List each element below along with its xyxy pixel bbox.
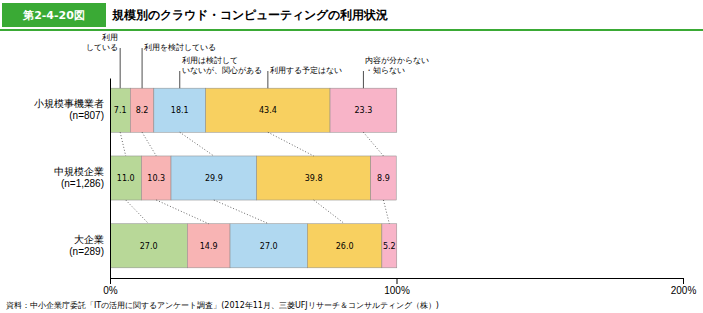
figure-number: 第2-4-20図 <box>22 9 85 22</box>
connector <box>156 200 208 224</box>
bar <box>110 88 130 132</box>
bar <box>206 88 330 132</box>
connector <box>120 132 126 156</box>
data-label: 26.0 <box>336 242 354 251</box>
bar <box>130 88 153 132</box>
connector <box>314 200 345 224</box>
figure-number-box <box>2 3 106 27</box>
connector <box>383 200 389 224</box>
data-label: 23.3 <box>355 106 373 115</box>
series-label: 利用は検討していないが、関心がある <box>182 56 262 75</box>
chart: 第2-4-20図 規模別のクラウド・コンピューティングの利用状況 7.1 11.0 27… <box>0 0 703 313</box>
data-label: 43.4 <box>259 106 277 115</box>
header: 第2-4-20図 規模別のクラウド・コンピューティングの利用状況 <box>0 3 703 31</box>
data-label: 8.9 <box>377 174 390 183</box>
y-tick-label: 大企業(n=289) <box>69 234 104 257</box>
data-label: 39.8 <box>305 174 323 183</box>
bar <box>187 224 230 268</box>
data-label: 29.9 <box>205 174 223 183</box>
connector <box>126 200 149 224</box>
bar <box>307 224 381 268</box>
leader-line <box>267 71 268 88</box>
bar <box>382 224 397 268</box>
bar <box>154 88 206 132</box>
y-tick: 大企業(n=289) <box>69 234 110 257</box>
data-labels: 7.1 11.0 27.0 8.2 10.3 14.9 18.1 29.9 27.0 43.4 39… <box>114 106 396 251</box>
bar <box>110 224 187 268</box>
x-tick: 200% <box>671 278 697 296</box>
bar <box>171 156 257 200</box>
leader-line <box>179 71 180 88</box>
bar <box>371 156 396 200</box>
bar <box>142 156 172 200</box>
data-label: 7.1 <box>114 106 127 115</box>
series-label: 内容が分からない・知らない <box>365 56 429 75</box>
data-label: 8.2 <box>136 106 149 115</box>
connector <box>180 132 214 156</box>
leader-line <box>363 71 364 88</box>
x-tick-mark <box>683 278 684 284</box>
connector <box>214 200 269 224</box>
bars <box>110 88 397 268</box>
bar <box>110 156 142 200</box>
connector <box>142 132 156 156</box>
x-tick: 0% <box>103 278 118 296</box>
data-label: 27.0 <box>260 242 278 251</box>
x-axis-line <box>111 279 684 285</box>
connector <box>268 132 314 156</box>
x-tick-mark <box>397 278 398 284</box>
x-tick-mark <box>110 278 111 284</box>
y-tick: 中規模企業(n=1,286) <box>54 166 110 189</box>
x-tick-label: 0% <box>103 285 118 296</box>
series-label: 利用を検討している <box>144 43 216 52</box>
data-label: 18.1 <box>171 106 189 115</box>
source: 資料：中小企業庁委託「ITの活用に関するアンケート調査」(2012年11月、三菱… <box>6 301 439 310</box>
y-tick-label: 小規模事機業者(n=807) <box>34 98 104 121</box>
x-tick-label: 100% <box>384 285 410 296</box>
series-label: 利用する予定はない <box>270 66 342 75</box>
x-axis: 0% 100% 200% <box>103 278 696 296</box>
y-tick-label: 中規模企業(n=1,286) <box>54 166 104 189</box>
x-tick-label: 200% <box>671 285 697 296</box>
data-label: 11.0 <box>117 174 135 183</box>
y-axis: 小規模事機業者(n=807) 中規模企業(n=1,286) 大企業(n=289) <box>34 79 111 279</box>
y-tick: 小規模事機業者(n=807) <box>34 98 110 121</box>
bar <box>257 156 371 200</box>
connector <box>363 132 383 156</box>
title: 規模別のクラウド・コンピューティングの利用状況 <box>111 8 388 22</box>
series-labels: 利用している利用を検討している利用は検討していないが、関心がある利用する予定はな… <box>86 33 429 88</box>
series <box>330 88 397 268</box>
data-label: 5.2 <box>383 242 396 251</box>
data-label: 10.3 <box>147 174 165 183</box>
data-label: 14.9 <box>200 242 218 251</box>
data-label: 27.0 <box>140 242 158 251</box>
leader-line <box>142 48 143 88</box>
connectors <box>120 132 389 224</box>
y-axis-line <box>110 79 111 279</box>
series-label: 利用している <box>86 33 118 52</box>
title-underline <box>0 29 703 31</box>
x-tick: 100% <box>384 278 410 296</box>
leader-line <box>120 48 121 88</box>
bar <box>230 224 307 268</box>
bar <box>330 88 397 132</box>
